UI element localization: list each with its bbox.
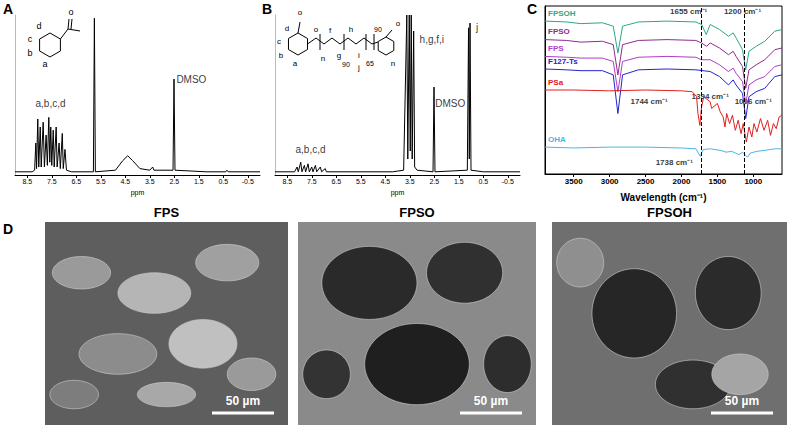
svg-text:FPSOH: FPSOH — [647, 205, 692, 220]
svg-text:3000: 3000 — [601, 177, 619, 186]
svg-text:j: j — [357, 63, 360, 72]
svg-text:o: o — [396, 19, 401, 28]
svg-text:50 µm: 50 µm — [474, 394, 508, 408]
svg-text:4.5: 4.5 — [380, 178, 390, 185]
svg-text:4.5: 4.5 — [120, 178, 130, 185]
svg-text:o: o — [314, 25, 319, 34]
svg-text:d: d — [285, 24, 289, 33]
svg-text:1738 cm⁻¹: 1738 cm⁻¹ — [656, 158, 694, 167]
svg-text:F127-Ts: F127-Ts — [548, 57, 578, 66]
svg-text:b: b — [27, 48, 32, 58]
svg-text:n: n — [321, 54, 325, 63]
svg-text:50 µm: 50 µm — [226, 394, 260, 408]
svg-text:-0.5: -0.5 — [502, 178, 514, 185]
svg-text:c: c — [28, 34, 33, 44]
svg-text:i: i — [358, 51, 360, 60]
svg-text:2500: 2500 — [637, 177, 655, 186]
svg-text:90: 90 — [342, 61, 350, 68]
svg-text:h: h — [349, 25, 353, 34]
svg-text:PSa: PSa — [548, 78, 564, 87]
svg-text:3.5: 3.5 — [145, 178, 155, 185]
svg-text:50 µm: 50 µm — [725, 394, 759, 408]
svg-text:1200 cm⁻¹: 1200 cm⁻¹ — [724, 7, 762, 16]
svg-text:o: o — [68, 7, 73, 17]
svg-text:ppm: ppm — [391, 189, 405, 197]
svg-text:8.5: 8.5 — [22, 178, 32, 185]
svg-text:FPS: FPS — [154, 205, 180, 220]
svg-text:DMSO: DMSO — [176, 74, 206, 85]
svg-text:D: D — [3, 221, 13, 237]
svg-text:C: C — [527, 1, 537, 17]
svg-text:b: b — [279, 51, 284, 60]
svg-text:3500: 3500 — [565, 177, 583, 186]
svg-text:65: 65 — [366, 60, 374, 67]
svg-text:OHA: OHA — [548, 135, 566, 144]
svg-text:1655 cm⁻¹: 1655 cm⁻¹ — [670, 6, 708, 16]
svg-text:6.5: 6.5 — [331, 178, 341, 185]
svg-text:5.5: 5.5 — [356, 178, 366, 185]
svg-text:7.5: 7.5 — [307, 178, 317, 185]
svg-text:a: a — [42, 59, 47, 69]
svg-text:g: g — [337, 51, 341, 60]
svg-text:n: n — [391, 59, 395, 68]
svg-text:1744 cm⁻¹: 1744 cm⁻¹ — [631, 97, 669, 106]
svg-text:c: c — [277, 37, 281, 46]
svg-text:1.5: 1.5 — [454, 178, 464, 185]
svg-text:7.5: 7.5 — [47, 178, 57, 185]
svg-text:8.5: 8.5 — [282, 178, 292, 185]
svg-text:1.5: 1.5 — [194, 178, 204, 185]
svg-text:a,b,c,d: a,b,c,d — [36, 98, 66, 109]
svg-text:f: f — [329, 26, 332, 35]
svg-text:90: 90 — [374, 26, 382, 33]
svg-text:5.5: 5.5 — [96, 178, 106, 185]
svg-text:h,g,f,i: h,g,f,i — [420, 34, 444, 45]
svg-text:ppm: ppm — [131, 189, 145, 197]
svg-text:-0.5: -0.5 — [242, 178, 254, 185]
svg-text:2.5: 2.5 — [429, 178, 439, 185]
svg-text:2000: 2000 — [673, 177, 691, 186]
svg-text:A: A — [3, 1, 13, 17]
svg-text:6.5: 6.5 — [71, 178, 81, 185]
svg-text:2.5: 2.5 — [169, 178, 179, 185]
svg-text:1500: 1500 — [708, 177, 726, 186]
svg-text:1096 cm⁻¹: 1096 cm⁻¹ — [735, 97, 773, 106]
svg-text:a: a — [293, 59, 298, 68]
svg-text:3.5: 3.5 — [405, 178, 415, 185]
svg-text:Wavelength (cm⁻¹): Wavelength (cm⁻¹) — [621, 192, 707, 203]
svg-text:d: d — [36, 21, 41, 31]
svg-text:FPSO: FPSO — [399, 205, 434, 220]
svg-text:0.5: 0.5 — [478, 178, 488, 185]
svg-text:B: B — [262, 1, 272, 17]
svg-text:1394 cm⁻¹: 1394 cm⁻¹ — [691, 92, 729, 102]
svg-text:a,b,c,d: a,b,c,d — [296, 144, 326, 155]
svg-text:FPS: FPS — [548, 44, 564, 53]
svg-text:FPSO: FPSO — [548, 27, 570, 36]
svg-text:DMSO: DMSO — [435, 98, 465, 109]
svg-text:FPSOH: FPSOH — [548, 9, 576, 18]
svg-text:0.5: 0.5 — [218, 178, 228, 185]
svg-text:1000: 1000 — [744, 177, 762, 186]
svg-text:j: j — [475, 22, 478, 33]
svg-text:o: o — [298, 8, 303, 17]
